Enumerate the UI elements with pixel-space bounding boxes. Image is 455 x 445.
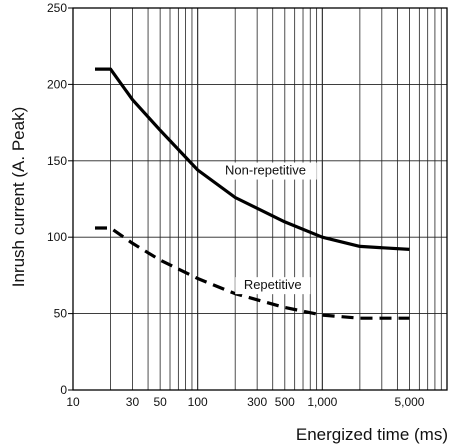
- y-tick-label: 200: [47, 77, 67, 91]
- series-layer: [95, 67, 410, 320]
- x-tick-label: 100: [188, 395, 208, 409]
- y-tick-label: 50: [54, 307, 68, 321]
- x-tick-label: 300: [247, 395, 267, 409]
- annotation-0: Non-repetitive: [214, 162, 317, 180]
- annotation-1: Repetitive: [235, 277, 311, 295]
- y-tick-label: 0: [60, 383, 67, 397]
- x-tick-labels: 10 30 50 100 300 500 1,000 5,000: [66, 395, 424, 409]
- x-tick-label: 10: [66, 395, 80, 409]
- x-tick-label: 500: [275, 395, 295, 409]
- plot-frame: [72, 7, 448, 391]
- y-tick-labels: 0 50 100 150 200 250: [47, 1, 73, 397]
- annotation-backing: [235, 277, 311, 295]
- annotation-backing: [214, 162, 317, 180]
- x-tick-label: 30: [126, 395, 140, 409]
- x-tick-label: 5,000: [394, 395, 424, 409]
- grid-lines: [73, 8, 447, 390]
- series-annotations: Non-repetitive Repetitive: [214, 162, 317, 295]
- y-tick-label: 100: [47, 230, 67, 244]
- series-line-repetitive: [95, 226, 410, 320]
- y-axis-label: Inrush current (A. Peak): [9, 107, 28, 287]
- series-line-non-repetitive: [95, 67, 410, 251]
- annotation-label: Non-repetitive: [225, 163, 306, 178]
- y-tick-label: 250: [47, 1, 67, 15]
- x-axis-label: Energized time (ms): [296, 425, 448, 444]
- annotation-label: Repetitive: [244, 277, 302, 292]
- plot-border: [72, 7, 448, 391]
- x-tick-label: 50: [153, 395, 167, 409]
- y-tick-label: 150: [47, 154, 67, 168]
- x-tick-label: 1,000: [307, 395, 337, 409]
